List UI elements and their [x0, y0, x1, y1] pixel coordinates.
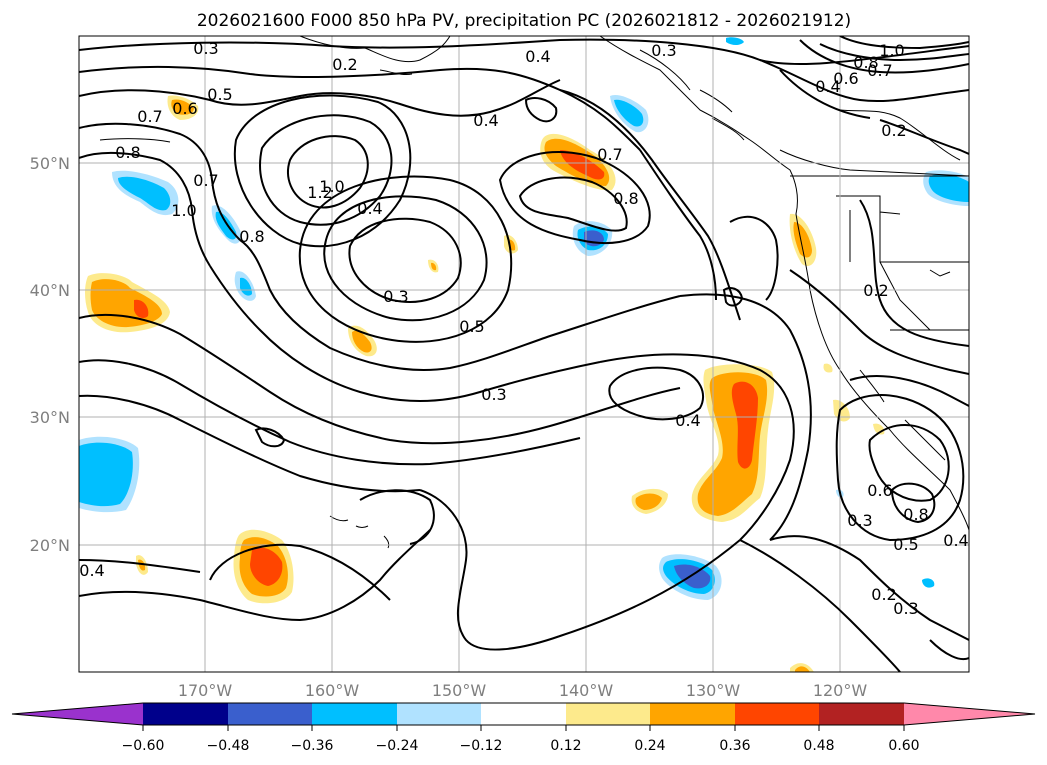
colorbar-tick-label: −0.60 [122, 738, 165, 754]
latitude-labels: 50°N 40°N 30°N 20°N [30, 154, 70, 555]
precip-positive-shading [85, 95, 885, 672]
contour-label: 0.3 [651, 41, 676, 60]
contour-label: 0.4 [79, 561, 104, 580]
colorbar-segment [143, 703, 228, 725]
contour-label: 0.6 [172, 99, 197, 118]
colorbar-segment [819, 703, 904, 725]
colorbar-tick-label: −0.36 [291, 738, 334, 754]
contour-label: 0.7 [137, 107, 162, 126]
contour-label: 0.4 [525, 47, 550, 66]
colorbar: −0.60 −0.48 −0.36 −0.24 −0.12 0.12 0.24 … [11, 702, 1036, 754]
contour-label: 0.3 [481, 385, 506, 404]
contour-label: 0.6 [833, 69, 858, 88]
colorbar-tick-label: 0.12 [550, 738, 581, 754]
contour-label: 0.5 [893, 535, 918, 554]
colorbar-segment [228, 703, 312, 725]
colorbar-tick-label: 0.48 [803, 738, 834, 754]
contour-label: 1.0 [171, 201, 196, 220]
contour-label: 0.2 [881, 121, 906, 140]
lon-label: 140°W [559, 681, 614, 700]
contour-label: 0.3 [893, 599, 918, 618]
contour-label: 0.7 [867, 61, 892, 80]
contour-label: 0.3 [383, 287, 408, 306]
lat-lon-grid [79, 36, 969, 672]
colorbar-tick-label: −0.12 [460, 738, 503, 754]
contour-label: 0.4 [675, 411, 700, 430]
map-frame [78, 35, 970, 673]
colorbar-tick-label: −0.24 [376, 738, 419, 754]
colorbar-segment [397, 703, 481, 725]
lon-label: 160°W [305, 681, 360, 700]
lat-label: 20°N [30, 536, 70, 555]
contour-label: 0.8 [613, 189, 638, 208]
lon-label: 170°W [178, 681, 233, 700]
colorbar-segment [566, 703, 650, 725]
lat-label: 50°N [30, 154, 70, 173]
pv-contours [79, 36, 969, 672]
colorbar-extend-min [12, 703, 143, 725]
colorbar-tick-label: 0.24 [634, 738, 665, 754]
colorbar-ticks [142, 725, 905, 731]
map-title: 2026021600 F000 850 hPa PV, precipitatio… [197, 11, 851, 31]
lon-label: 120°W [813, 681, 868, 700]
colorbar-tick-label: −0.48 [207, 738, 250, 754]
contour-label: 0.2 [871, 585, 896, 604]
contour-label: 0.6 [867, 481, 892, 500]
colorbar-segment [735, 703, 819, 725]
map-area: 0.3 0.2 0.5 0.7 0.6 0.8 0.7 1.0 1.2 1.0 … [79, 36, 969, 672]
colorbar-extend-max [904, 703, 1035, 725]
contour-label: 0.4 [357, 199, 382, 218]
contour-label: 0.2 [332, 55, 357, 74]
contour-label: 0.8 [903, 505, 928, 524]
contour-label: 0.2 [863, 281, 888, 300]
colorbar-segment [481, 703, 566, 725]
contour-label: 0.4 [815, 77, 840, 96]
lat-label: 40°N [30, 281, 70, 300]
contour-label: 1.2 [307, 183, 332, 202]
contour-label: 0.5 [459, 317, 484, 336]
lat-label: 30°N [30, 408, 70, 427]
longitude-labels: 170°W 160°W 150°W 140°W 130°W 120°W [178, 681, 868, 700]
contour-label: 0.8 [115, 143, 140, 162]
colorbar-segment [650, 703, 735, 725]
contour-label: 1.0 [319, 177, 344, 196]
lon-label: 130°W [686, 681, 741, 700]
contour-label: 0.7 [597, 145, 622, 164]
contour-label: 0.3 [847, 511, 872, 530]
contour-label: 0.4 [473, 111, 498, 130]
contour-label: 0.5 [207, 85, 232, 104]
pv-contour-labels: 0.3 0.2 0.5 0.7 0.6 0.8 0.7 1.0 1.2 1.0 … [79, 39, 968, 618]
contour-label: 0.8 [853, 53, 878, 72]
contour-label: 0.7 [193, 171, 218, 190]
contour-label: 0.8 [239, 227, 264, 246]
colorbar-tick-label: 0.60 [888, 738, 919, 754]
colorbar-tick-label: 0.36 [719, 738, 750, 754]
colorbar-segment [312, 703, 397, 725]
contour-label: 0.4 [943, 531, 968, 550]
contour-label: 0.3 [193, 39, 218, 58]
contour-label: 1.0 [879, 41, 904, 60]
lon-label: 150°W [432, 681, 487, 700]
